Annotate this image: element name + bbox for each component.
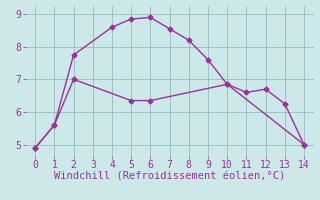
X-axis label: Windchill (Refroidissement éolien,°C): Windchill (Refroidissement éolien,°C) (54, 172, 285, 182)
